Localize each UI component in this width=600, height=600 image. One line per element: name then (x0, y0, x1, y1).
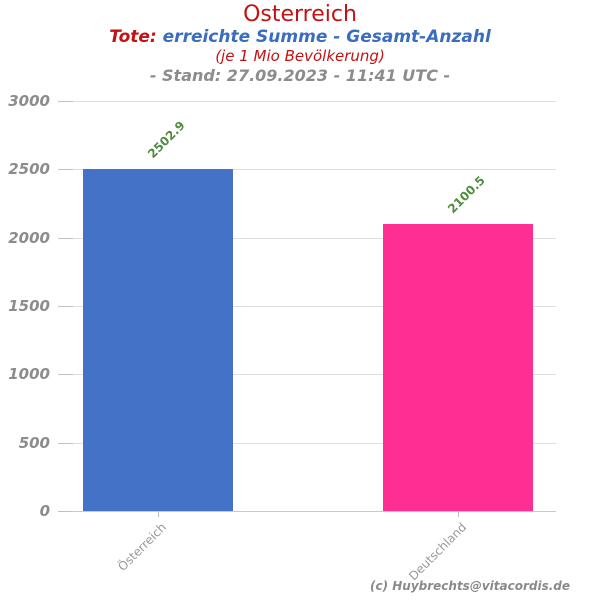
chart-subtitle2: (je 1 Mio Bevölkerung) (215, 47, 385, 65)
gridline-0 (60, 511, 556, 512)
x-tick-2 (458, 512, 459, 517)
y-tick-2000 (58, 238, 73, 239)
x-axis-label: Deutschland (405, 520, 469, 584)
gridline-3000 (60, 101, 556, 102)
y-axis-label: 500 (18, 434, 50, 452)
y-axis-label: 3000 (8, 92, 50, 110)
gridline-2500 (60, 169, 556, 170)
bar-value-label: 2502.9 (145, 118, 188, 161)
y-axis-label: 2500 (8, 160, 50, 178)
subtitle-prefix: Tote: (109, 27, 157, 47)
y-tick-1000 (58, 374, 73, 375)
chart-stand-line: - Stand: 27.09.2023 - 11:41 UTC - (149, 66, 451, 85)
y-tick-0 (58, 511, 73, 512)
bar-österreich (83, 169, 233, 511)
bar-value-label: 2100.5 (445, 173, 488, 216)
y-axis-label: 2000 (8, 229, 50, 247)
gridline-2000 (60, 238, 556, 239)
bar-deutschland (383, 224, 533, 511)
x-axis-label: Österreich (115, 520, 169, 574)
credit-text: (c) Huybrechts@vitacordis.de (369, 579, 570, 593)
gridline-1500 (60, 306, 556, 307)
gridline-500 (60, 443, 556, 444)
y-tick-500 (58, 443, 73, 444)
chart-title: Osterreich (243, 2, 357, 27)
x-tick-1 (158, 512, 159, 517)
y-tick-1500 (58, 306, 73, 307)
chart-header: Osterreich Tote: erreichte Summe - Gesam… (0, 0, 600, 86)
y-tick-2500 (58, 169, 73, 170)
y-tick-3000 (58, 101, 73, 102)
y-axis-label: 0 (39, 502, 50, 520)
y-axis-label: 1000 (8, 365, 50, 383)
chart-subtitle: Tote: erreichte Summe - Gesamt-Anzahl (0, 27, 600, 47)
subtitle-main: erreichte Summe - Gesamt-Anzahl (156, 27, 491, 47)
y-axis-label: 1500 (8, 297, 50, 315)
gridline-1000 (60, 374, 556, 375)
